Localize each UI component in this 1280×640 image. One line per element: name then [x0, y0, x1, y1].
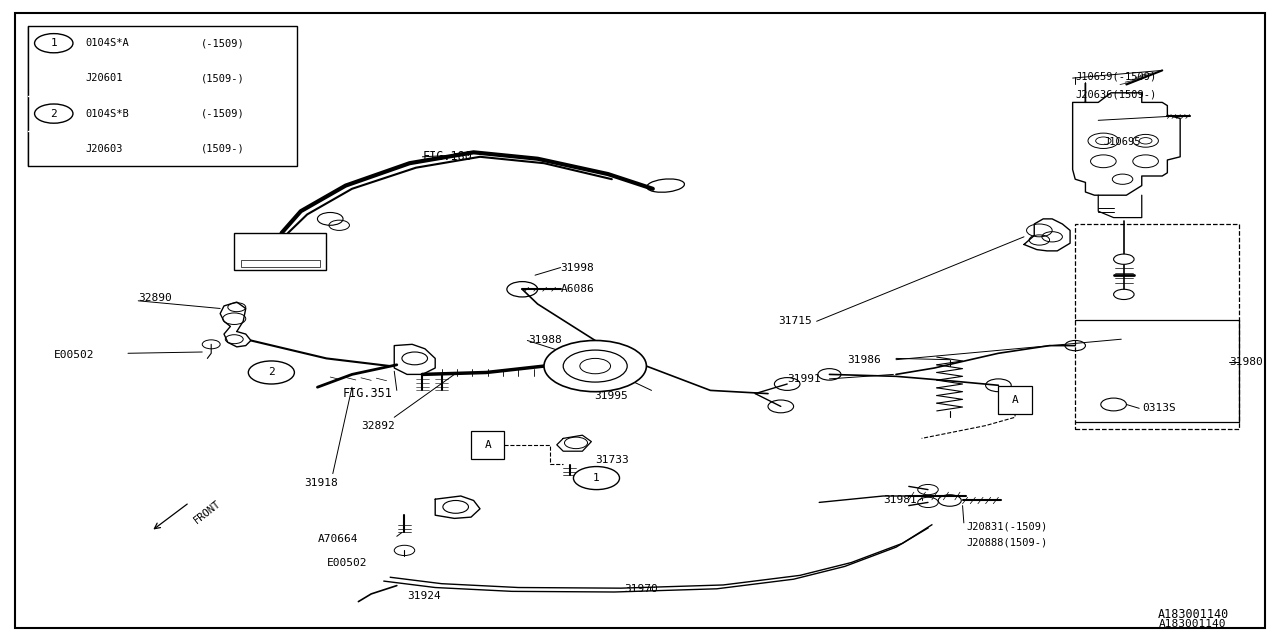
Text: J20831(-1509): J20831(-1509) [966, 521, 1047, 531]
Text: 31918: 31918 [305, 478, 338, 488]
Text: A: A [1011, 395, 1019, 405]
Text: E00502: E00502 [54, 350, 95, 360]
Text: J20601: J20601 [86, 74, 123, 83]
Circle shape [1114, 254, 1134, 264]
Text: 0104S*A: 0104S*A [86, 38, 129, 48]
Text: J20888(1509-): J20888(1509-) [966, 538, 1047, 548]
Circle shape [544, 340, 646, 392]
Text: A183001140: A183001140 [1157, 608, 1229, 621]
Text: 31986: 31986 [847, 355, 881, 365]
Text: 31970: 31970 [625, 584, 658, 594]
Circle shape [35, 104, 73, 123]
Text: 2: 2 [268, 367, 275, 378]
Text: (-1509): (-1509) [201, 38, 244, 48]
Text: 31733: 31733 [595, 454, 628, 465]
Bar [1075, 224, 1239, 429]
Bar [998, 386, 1032, 414]
Text: A183001140: A183001140 [1158, 619, 1226, 629]
Text: J20603: J20603 [86, 144, 123, 154]
Text: 31981: 31981 [883, 495, 916, 506]
Text: 31924: 31924 [407, 591, 440, 602]
Text: 0104S*B: 0104S*B [86, 109, 129, 118]
Bar [28, 26, 297, 166]
Text: FIG.180: FIG.180 [422, 150, 472, 163]
Text: 0313S: 0313S [1142, 403, 1175, 413]
Bar [234, 233, 326, 270]
Text: E00502: E00502 [326, 558, 367, 568]
Circle shape [248, 361, 294, 384]
Circle shape [35, 33, 73, 53]
Text: 32892: 32892 [361, 420, 394, 431]
Text: 31998: 31998 [561, 262, 594, 273]
Text: (1509-): (1509-) [201, 74, 244, 83]
Text: 2: 2 [50, 109, 58, 118]
Bar [241, 260, 320, 267]
Text: J10695: J10695 [1103, 137, 1140, 147]
Text: FIG.351: FIG.351 [343, 387, 393, 400]
Text: (1509-): (1509-) [201, 144, 244, 154]
Text: J10659(-1509): J10659(-1509) [1075, 72, 1156, 82]
Text: FRONT: FRONT [192, 499, 223, 525]
Text: J20636(1509-): J20636(1509-) [1075, 90, 1156, 100]
Text: 32890: 32890 [138, 292, 172, 303]
Bar [471, 431, 504, 459]
Text: 31991: 31991 [787, 374, 820, 384]
Text: 31995: 31995 [594, 390, 627, 401]
Text: 31980: 31980 [1229, 356, 1262, 367]
Text: A6086: A6086 [561, 284, 594, 294]
Text: A70664: A70664 [317, 534, 358, 544]
Circle shape [1114, 289, 1134, 300]
Circle shape [573, 467, 620, 490]
Text: 1: 1 [50, 38, 58, 48]
Text: (-1509): (-1509) [201, 109, 244, 118]
Text: A: A [484, 440, 492, 450]
Text: 1: 1 [593, 473, 600, 483]
Text: 31988: 31988 [529, 335, 562, 346]
Text: 31715: 31715 [778, 316, 812, 326]
